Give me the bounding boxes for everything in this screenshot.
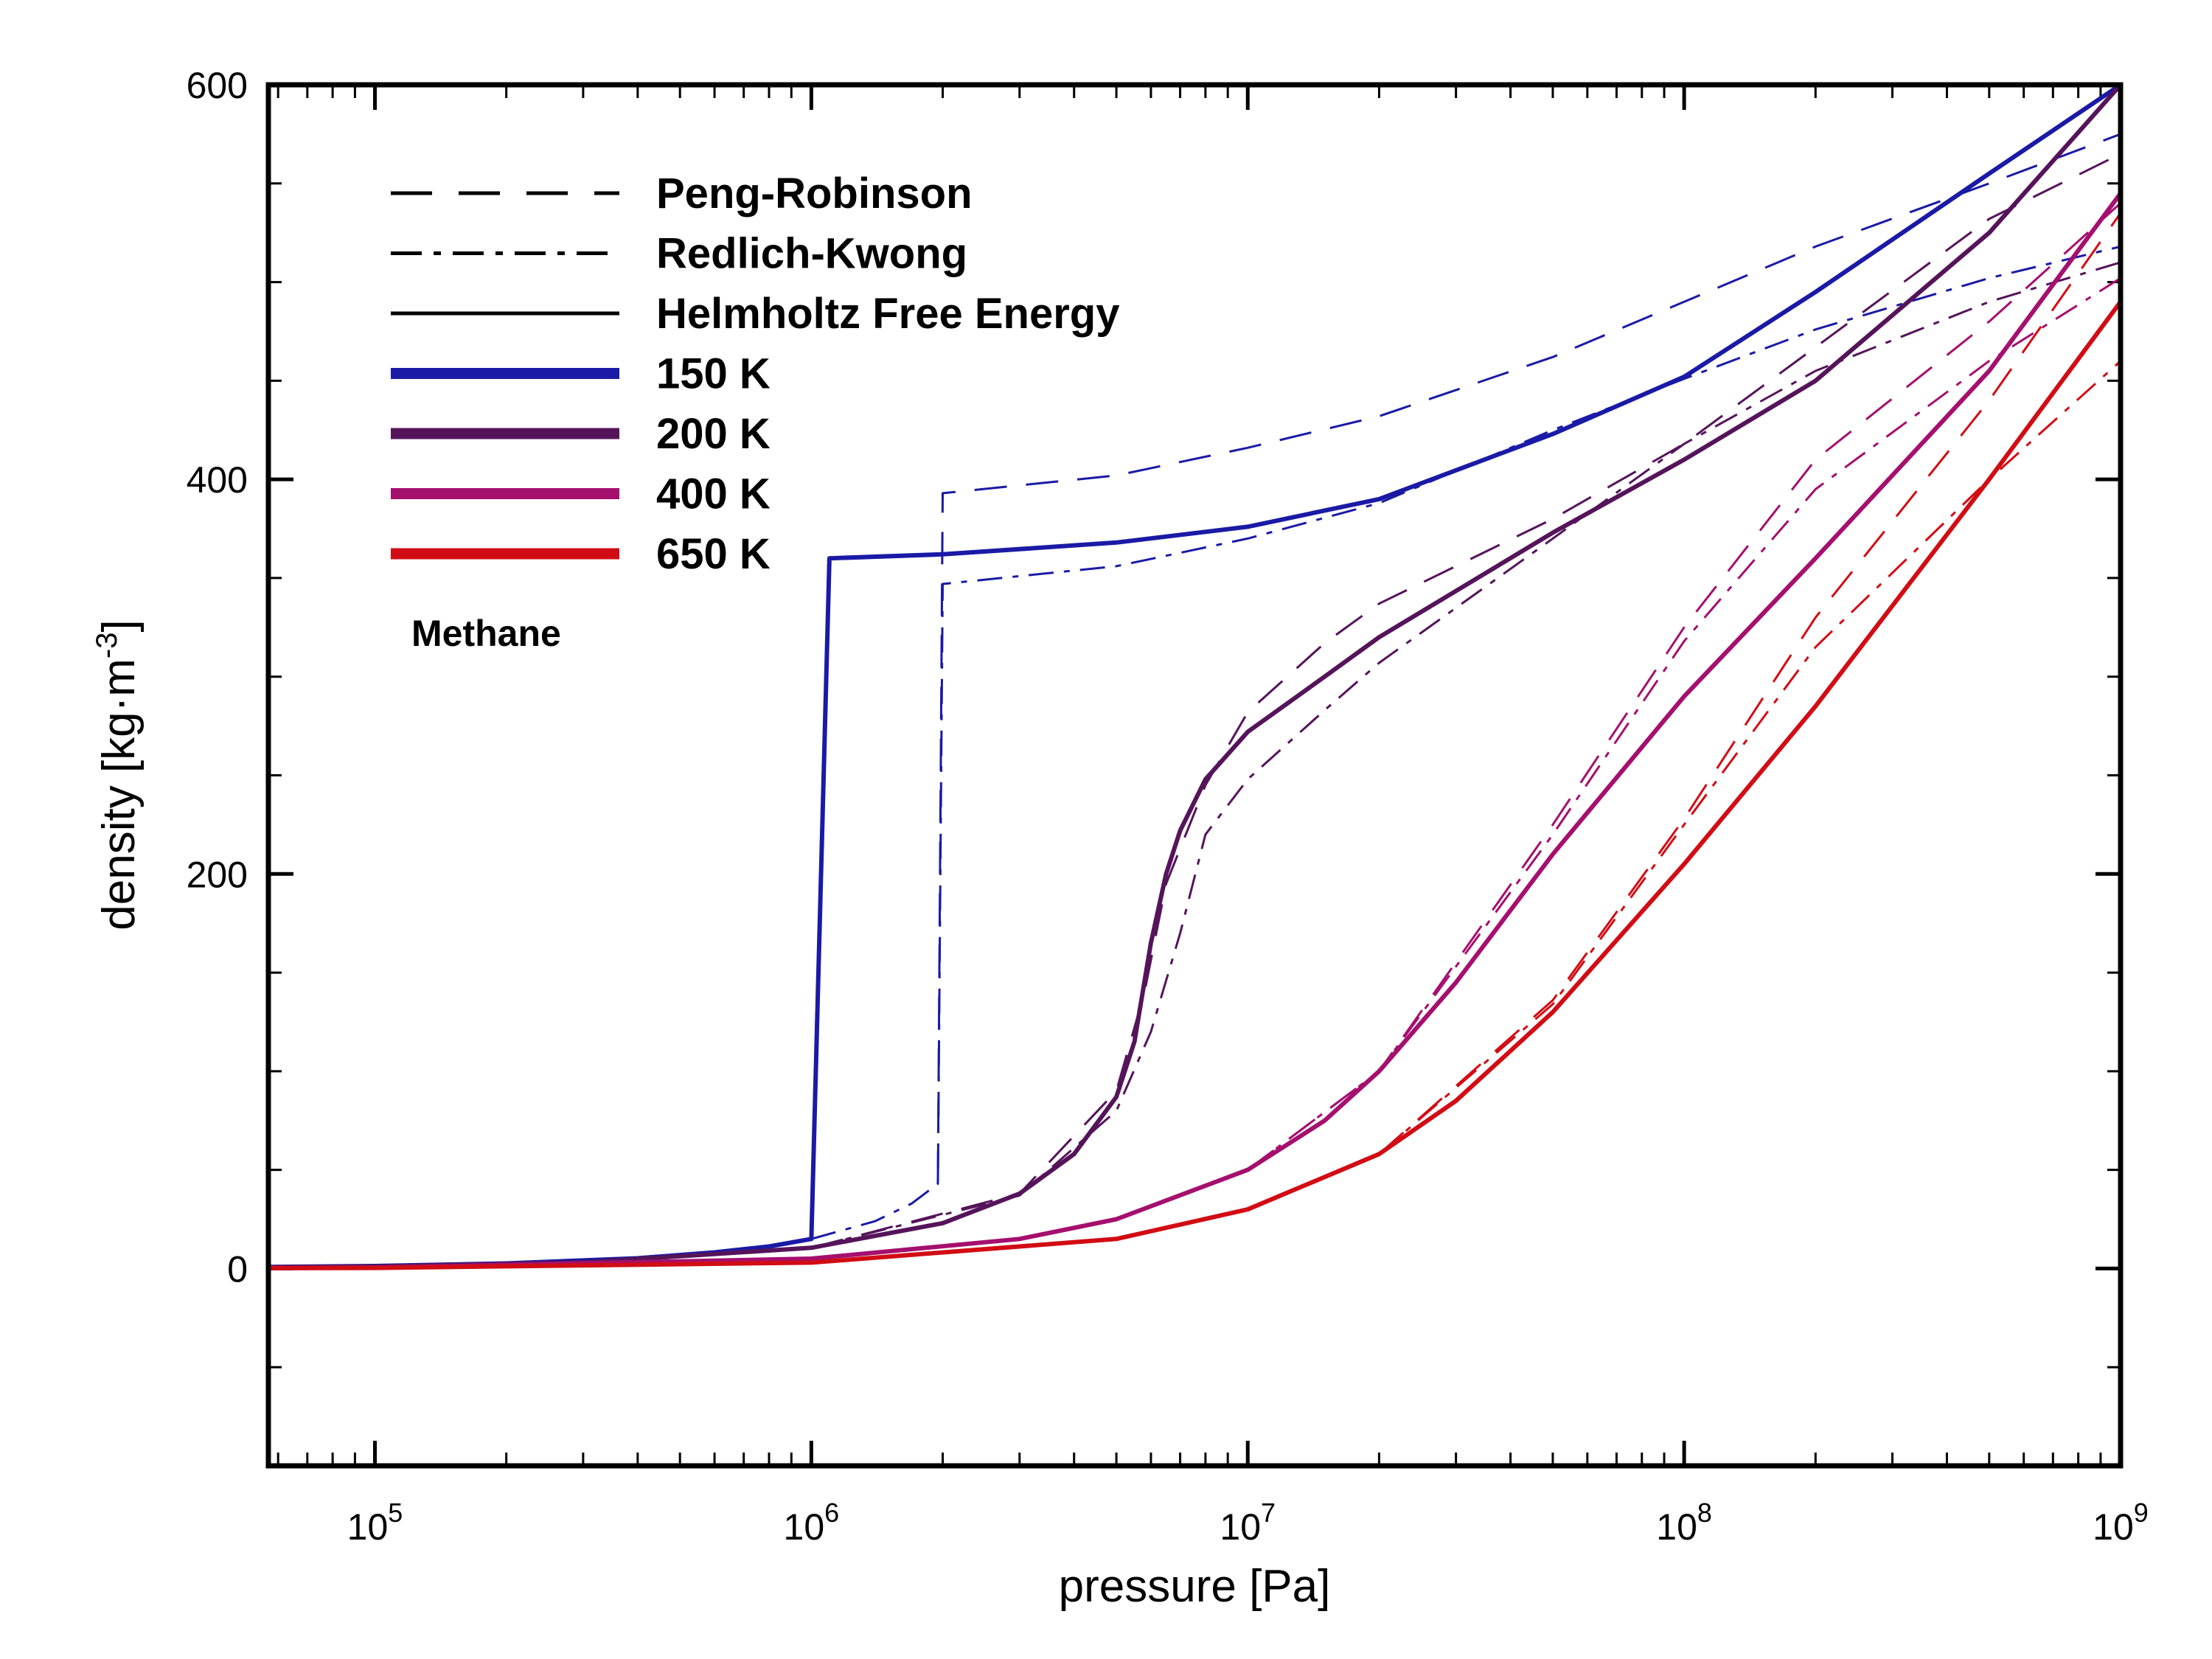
- y-axis-title-close: ]: [94, 619, 145, 632]
- y-axis-title-exponent: -3: [91, 632, 123, 658]
- y-axis-title-main: density [kg·m: [94, 658, 145, 931]
- major-tick-marks: [268, 83, 2123, 1466]
- y-tick-label: 200: [187, 854, 248, 895]
- x-tick-exponent: 9: [2134, 1498, 2149, 1528]
- x-tick-exponent: 7: [1261, 1498, 1276, 1528]
- legend-label: 650 K: [656, 530, 771, 578]
- y-tick-label: 600: [187, 65, 248, 106]
- x-tick-exponent: 6: [824, 1498, 839, 1528]
- x-tick-label: 109: [2093, 1498, 2149, 1548]
- series-650k-redlich-kwong: [1378, 360, 2122, 1155]
- series-650k-peng-robinson: [1378, 212, 2122, 1155]
- series-650k-helmholtz-free-energy: [268, 300, 2123, 1270]
- series-200k-peng-robinson: [811, 153, 2121, 1249]
- legend-label: Helmholtz Free Energy: [656, 290, 1119, 338]
- x-tick-base: 10: [1220, 1506, 1261, 1548]
- plot-frame: [265, 82, 2124, 1469]
- y-axis-title: density [kg·m-3]: [91, 619, 145, 930]
- legend-label: 400 K: [656, 470, 771, 518]
- x-tick-labels: 105 106 107 108 109: [347, 1498, 2149, 1548]
- methane-annotation: Methane: [411, 613, 561, 654]
- y-tick-label: 400: [187, 459, 248, 501]
- legend-label: Peng-Robinson: [656, 170, 973, 218]
- x-axis-title: pressure [Pa]: [1059, 1561, 1331, 1612]
- series-150k-peng-robinson: [936, 133, 2121, 1184]
- x-tick-exponent: 5: [388, 1498, 403, 1528]
- minor-tick-marks: [268, 85, 2121, 1466]
- series-150k-helmholtz-free-energy: [268, 83, 2122, 1270]
- legend-label: Redlich-Kwong: [656, 230, 967, 278]
- legend-label: 150 K: [656, 350, 771, 398]
- series-lines: [268, 83, 2123, 1270]
- legend: Peng-Robinson Redlich-Kwong Helmholtz Free…: [391, 170, 1119, 578]
- x-tick-exponent: 8: [1697, 1498, 1712, 1528]
- series-200k-helmholtz-free-energy: [268, 83, 2123, 1270]
- series-400k-redlich-kwong: [1247, 276, 2121, 1171]
- series-200k-redlich-kwong: [811, 261, 2121, 1249]
- x-tick-label: 106: [784, 1498, 840, 1548]
- series-150k-redlich-kwong: [810, 245, 2121, 1240]
- x-tick-base: 10: [2093, 1506, 2134, 1548]
- y-tick-label: 0: [227, 1248, 248, 1290]
- x-tick-label: 108: [1656, 1498, 1712, 1548]
- x-tick-base: 10: [784, 1506, 825, 1548]
- series-400k-peng-robinson: [1247, 202, 2122, 1171]
- x-tick-label: 105: [347, 1498, 403, 1548]
- y-tick-labels: 0 200 400 600: [187, 65, 248, 1290]
- x-tick-base: 10: [347, 1506, 389, 1548]
- x-tick-base: 10: [1656, 1506, 1697, 1548]
- legend-label: 200 K: [656, 410, 771, 458]
- series-400k-helmholtz-free-energy: [268, 192, 2123, 1270]
- x-tick-label: 107: [1220, 1498, 1276, 1548]
